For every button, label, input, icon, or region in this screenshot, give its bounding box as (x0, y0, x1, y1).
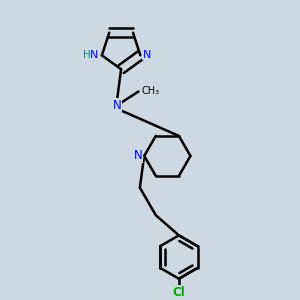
Text: N: N (112, 99, 121, 112)
Text: N: N (142, 50, 151, 60)
Text: N: N (90, 50, 99, 60)
Text: H: H (83, 50, 91, 60)
Text: Cl: Cl (172, 286, 185, 299)
Text: CH₃: CH₃ (142, 86, 160, 96)
Text: N: N (134, 149, 143, 162)
